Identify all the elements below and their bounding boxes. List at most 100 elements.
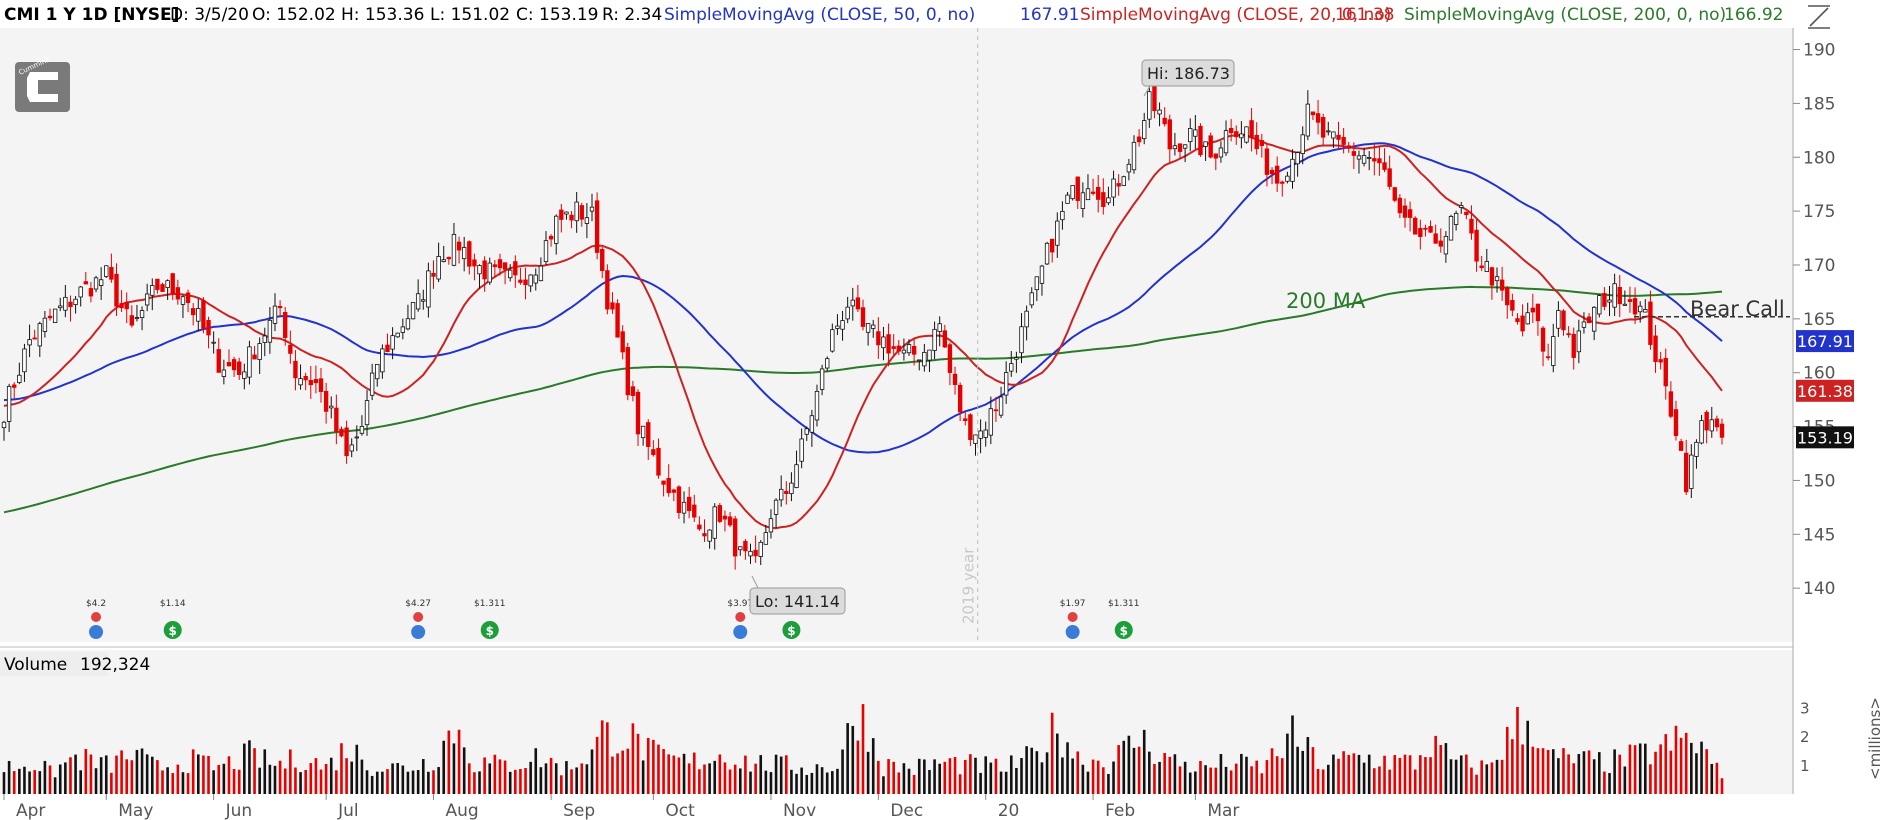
candle [124, 302, 129, 310]
candle [1367, 156, 1372, 159]
volume-bar [120, 750, 123, 794]
candle [277, 306, 283, 309]
volume-bar [677, 757, 681, 794]
candle [1673, 409, 1679, 437]
candle [804, 428, 809, 435]
candle [1003, 372, 1009, 396]
volume-bar [989, 762, 993, 794]
candle [717, 505, 723, 522]
candle [1499, 279, 1505, 291]
high-callout: Hi: 186.73 [1141, 59, 1235, 97]
candle [794, 464, 799, 488]
candle [415, 293, 421, 310]
candle [922, 352, 927, 367]
sma20-label[interactable]: SimpleMovingAvg (CLOSE, 20, 0, no) [1080, 5, 1391, 25]
candle [58, 305, 63, 309]
candle [1413, 217, 1418, 235]
candle [768, 518, 774, 533]
candle [819, 368, 825, 390]
candle [1034, 276, 1040, 291]
candle [1617, 286, 1622, 305]
y-tick-label: 140 [1803, 579, 1835, 599]
candle [1632, 298, 1638, 315]
volume-bar [1122, 740, 1126, 794]
candle [548, 235, 554, 240]
volume-bar [887, 759, 890, 794]
volume-bar [1572, 763, 1576, 794]
scale-toggle-icon[interactable] [1808, 5, 1830, 29]
volume-bar [1695, 753, 1698, 794]
event-markers[interactable]: $4.2 $1.14 $ $4.27 $1.311 $ $3.97 $1.311 $ $1.97 $… [86, 599, 1140, 639]
candle [436, 256, 441, 280]
volume-bar [1183, 761, 1187, 794]
volume-bar [1557, 758, 1560, 794]
volume-bar [774, 754, 778, 794]
candle [487, 262, 492, 283]
volume-bar [1587, 750, 1591, 794]
volume-bar [222, 763, 226, 794]
candle [1172, 145, 1178, 150]
sma200-label[interactable]: SimpleMovingAvg (CLOSE, 200, 0, no) [1404, 5, 1726, 25]
candle [134, 317, 140, 319]
volume-bar [672, 755, 676, 794]
candle [405, 318, 411, 330]
candle [1576, 330, 1582, 353]
volume-bar [529, 761, 532, 794]
volume-bar [1638, 743, 1642, 794]
volume-bar [728, 769, 732, 794]
candle [646, 422, 651, 447]
volume-bar [140, 748, 144, 794]
candle [692, 504, 697, 518]
badge-ma50: 167.91 [1796, 330, 1854, 353]
earnings-info-icon [411, 625, 426, 639]
volume-bar [278, 760, 282, 794]
candle [947, 344, 953, 373]
volume-bar [1291, 715, 1294, 794]
volume-bar [1224, 766, 1228, 794]
volume-bar [1209, 767, 1212, 794]
candle [615, 303, 620, 338]
candle [518, 279, 523, 283]
svg-text:153.19: 153.19 [1797, 428, 1853, 447]
candle [1627, 299, 1633, 302]
candle [98, 279, 104, 286]
volume-bar [161, 770, 164, 794]
volume-bar [18, 768, 21, 794]
candle [1407, 209, 1413, 218]
candle [584, 217, 590, 224]
volume-bar [355, 744, 359, 794]
candle [467, 241, 472, 267]
candle [594, 200, 600, 253]
volume-bar [1112, 761, 1115, 794]
candle [763, 532, 769, 545]
candle [1208, 135, 1213, 158]
volume-bar [186, 773, 190, 794]
candle [676, 486, 682, 513]
volume-bar [7, 760, 11, 794]
candle [150, 285, 155, 296]
candle [237, 361, 242, 375]
candle [385, 344, 390, 353]
volume-bar [938, 763, 941, 794]
candle [1438, 240, 1443, 247]
candle [12, 384, 17, 388]
volume-bar [1541, 748, 1545, 794]
candle [1336, 134, 1341, 140]
candle [1361, 155, 1367, 164]
candle [1060, 211, 1065, 221]
sma50-label[interactable]: SimpleMovingAvg (CLOSE, 50, 0, no) [664, 5, 975, 25]
candle [441, 259, 446, 262]
candle [369, 372, 375, 396]
candle [1331, 131, 1336, 139]
volume-bar [969, 754, 972, 794]
candle [963, 418, 968, 422]
candle [1065, 194, 1070, 204]
candle [298, 378, 303, 386]
candle [1556, 310, 1561, 329]
volume-bar [785, 755, 788, 794]
earnings-icon [1067, 612, 1078, 622]
candle [456, 241, 462, 251]
candle [1203, 141, 1208, 147]
volume-bar [1710, 763, 1714, 794]
candle [1643, 309, 1648, 313]
